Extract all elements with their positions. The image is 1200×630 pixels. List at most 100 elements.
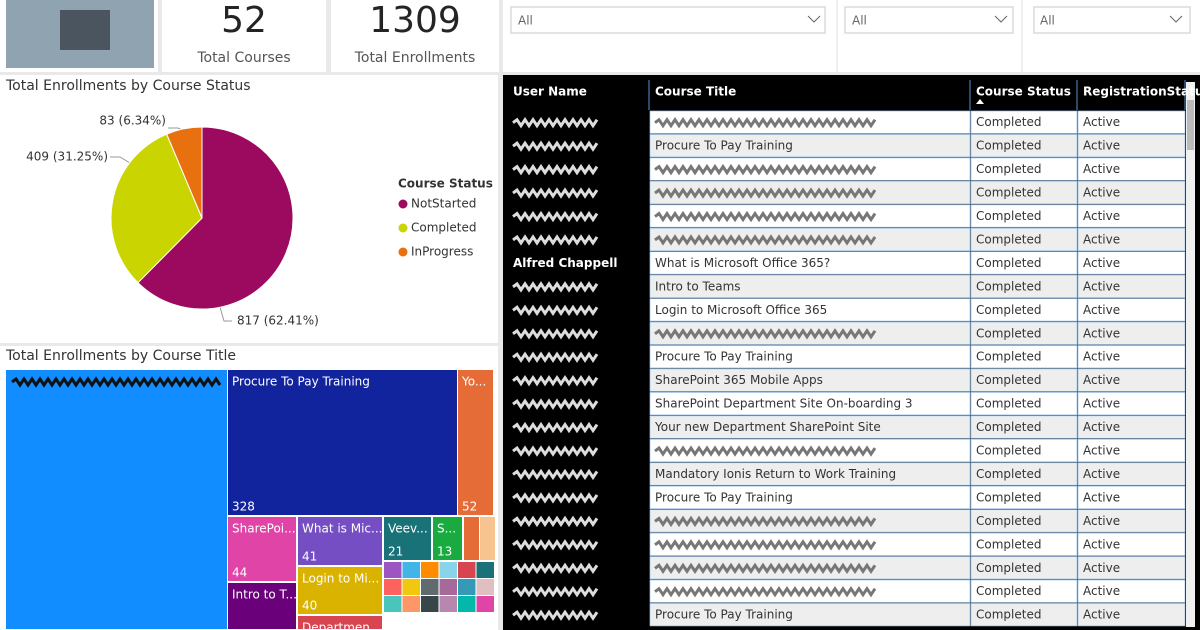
data-label: 83 (6.34%) [99,114,166,128]
leader-line [219,306,232,322]
redacted-text [512,281,599,293]
redacted-text [512,586,599,598]
scroll-thumb[interactable] [1187,100,1194,150]
redacted-text [512,562,599,574]
treemap-tile-small [421,596,439,612]
tile-value: 328 [232,500,255,514]
table-cell [1077,556,1186,580]
table-cell [970,321,1078,345]
cell-text: Active [1083,279,1120,293]
redacted-text [512,492,599,504]
scrollbar[interactable] [1186,82,1195,627]
treemap-tile [298,517,382,565]
cell-text: Completed [976,608,1041,622]
treemap-tile-small [458,579,476,595]
cell-text: Intro to Teams [655,279,741,293]
tile-label: S... [437,522,456,536]
cell-text: Completed [976,397,1041,411]
cell-text: Active [1083,467,1120,481]
kpi-value: 52 [221,0,267,41]
table-cell [1077,368,1186,392]
cell-text: Completed [976,232,1041,246]
redacted-text [11,376,222,388]
tile-label: Procure To Pay Training [232,375,370,389]
cell-text: Completed [976,303,1041,317]
slicer[interactable]: All [510,6,826,34]
column-header: User Name [513,85,587,99]
treemap-tile-small [458,596,476,612]
slicer[interactable]: All [1033,6,1191,34]
cell-text: Completed [976,444,1041,458]
treemap-tile-small [421,579,439,595]
cell-text: Completed [976,467,1041,481]
redacted-text [512,140,599,152]
slicer-box[interactable] [510,6,826,34]
cell-text: Your new Department SharePoint Site [654,420,881,434]
treemap-tile [228,517,296,581]
leader-line [110,156,131,164]
table-cell [970,134,1078,158]
table-cell [1077,251,1186,275]
table-cell [1077,227,1186,252]
cell-text: Completed [976,584,1041,598]
kpi-value: 1309 [369,0,461,41]
photo-figure [60,10,110,50]
cell-text: SharePoint Department Site On-boarding 3 [655,397,913,411]
table-cell [970,181,1078,205]
cell-text: Procure To Pay Training [655,608,793,622]
cell-text: Active [1083,209,1120,223]
treemap-tile-small [402,579,420,595]
cell-text: Completed [976,256,1041,270]
redacted-text [512,304,599,317]
cell-text: Active [1083,115,1120,129]
redacted-text [512,374,599,387]
table-cell [649,392,971,416]
treemap-tile [298,616,382,629]
slicer-value: All [1040,14,1055,28]
redacted-text [654,163,877,176]
redacted-text [654,562,877,574]
tile-label: SharePoi... [232,522,296,536]
table-cell [1077,157,1186,181]
table-cell [649,462,971,486]
cell-text: Mandatory Ionis Return to Work Training [655,467,896,481]
column-header: Course Status [976,85,1071,99]
cell-text: Completed [976,279,1041,293]
header-cell [971,80,1077,110]
tile-label: Login to Mi... [302,572,379,586]
slicer-box[interactable] [844,6,1014,34]
cell-text: Active [1083,537,1120,551]
kpi-card [162,0,326,72]
tile-label: Intro to T... [232,588,297,602]
chart-title: Total Enrollments by Course Status [5,78,251,94]
cell-text: Procure To Pay Training [655,490,793,504]
cell-text: Active [1083,186,1120,200]
cell-text: Active [1083,444,1120,458]
tile-value: 44 [232,566,247,580]
cell-text: Completed [976,186,1041,200]
cell-text: Active [1083,232,1120,246]
redacted-text [512,210,599,223]
cell-text: Active [1083,256,1120,270]
cell-text: Active [1083,561,1120,575]
redacted-text [512,445,599,457]
table-cell [649,603,971,627]
table-cell [970,368,1078,392]
slicer[interactable]: All [844,6,1014,34]
table-cell [649,274,971,298]
legend-marker [398,223,408,233]
table-cell [1077,485,1186,510]
cell-text: Active [1083,584,1120,598]
tile-value: 21 [388,545,403,559]
cell-text: Active [1083,608,1120,622]
redacted-text [654,445,877,457]
slicer-box[interactable] [1033,6,1191,34]
cell-text: Active [1083,490,1120,504]
redacted-text [654,210,877,223]
cell-text: Active [1083,162,1120,176]
treemap-tile-small [402,596,420,612]
table-cell [1077,462,1186,486]
slicer-value: All [518,14,533,28]
treemap-tile-small [458,562,476,578]
